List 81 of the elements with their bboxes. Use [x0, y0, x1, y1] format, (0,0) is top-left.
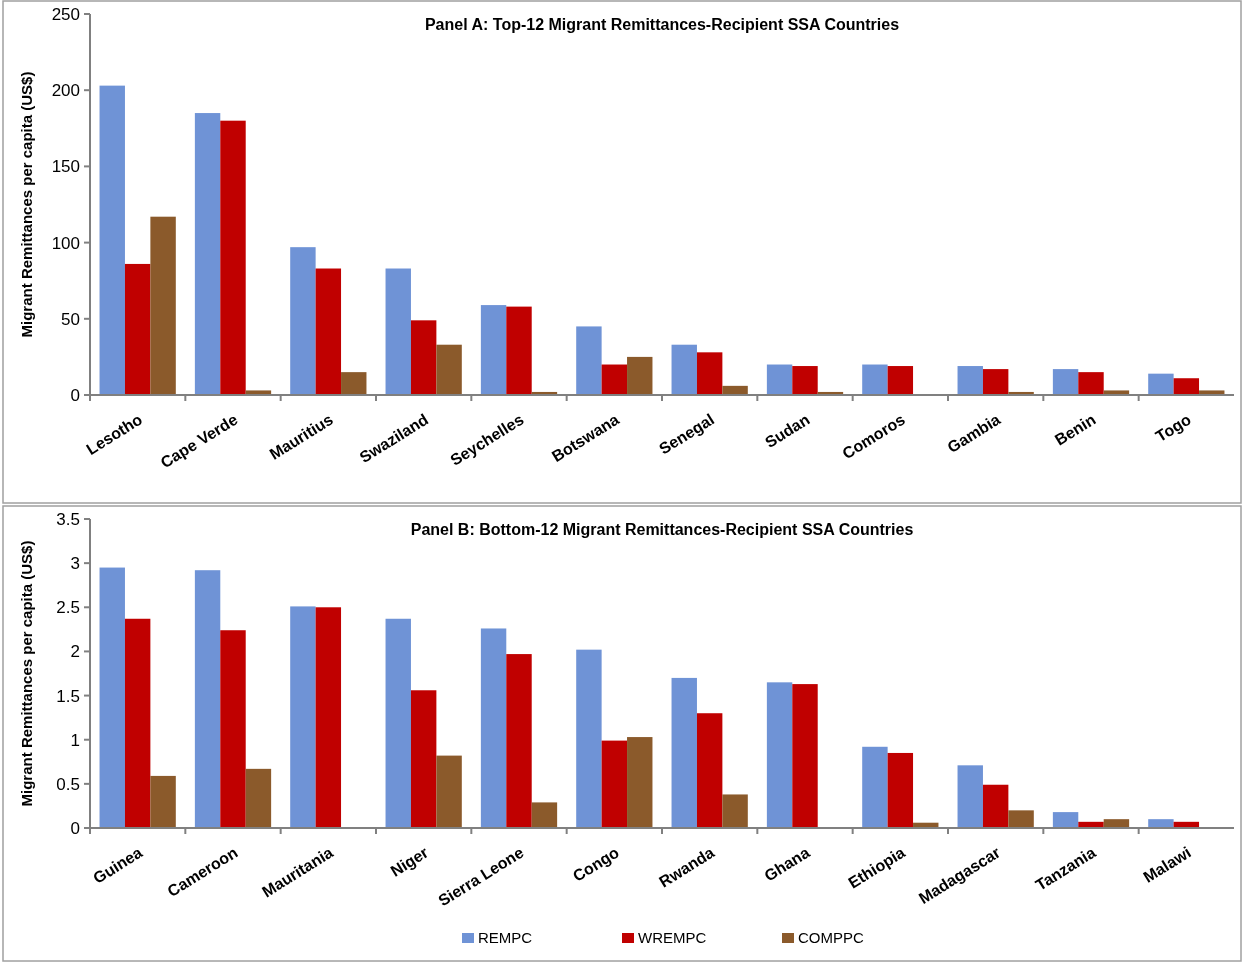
- y-tick-label: 0: [70, 818, 80, 838]
- bar: [410, 690, 437, 828]
- bar: [1052, 369, 1079, 395]
- bar: [722, 794, 748, 828]
- bar: [766, 682, 793, 828]
- bar: [722, 385, 748, 395]
- bar: [627, 737, 653, 828]
- bar: [150, 775, 176, 828]
- y-tick-label: 150: [51, 157, 80, 177]
- bar: [480, 305, 507, 395]
- bar: [194, 113, 221, 395]
- bar: [315, 607, 342, 828]
- legend-label: REMPC: [478, 929, 533, 946]
- bar: [982, 369, 1009, 395]
- bar: [1008, 810, 1034, 828]
- y-axis-title: Migrant Remittances per capita (US$): [18, 540, 35, 807]
- bar: [1078, 372, 1104, 395]
- bar: [506, 306, 532, 395]
- bar: [792, 684, 818, 828]
- y-tick-label: 1: [70, 730, 80, 750]
- bar: [576, 649, 602, 828]
- y-tick-label: 0.5: [56, 774, 80, 794]
- legend-label: COMPPC: [798, 929, 864, 946]
- bar: [531, 802, 558, 828]
- bar: [436, 755, 462, 828]
- bar: [1148, 373, 1174, 395]
- bar: [601, 364, 628, 395]
- bar: [601, 740, 628, 828]
- y-tick-label: 100: [51, 233, 80, 253]
- bar: [506, 654, 532, 828]
- bar: [99, 85, 125, 395]
- x-tick-label: Cape Verde: [157, 410, 241, 472]
- bar: [671, 344, 697, 395]
- chart-title: Panel A: Top-12 Migrant Remittances-Recipient SSA Countries: [424, 16, 900, 33]
- y-tick-label: 0: [70, 385, 80, 405]
- bar: [99, 567, 125, 828]
- bar: [480, 628, 507, 828]
- bar: [957, 366, 983, 395]
- bar: [887, 366, 914, 395]
- bar: [696, 713, 723, 828]
- bar: [862, 364, 888, 395]
- bar: [1052, 812, 1079, 828]
- bar: [124, 263, 151, 395]
- bar: [957, 765, 983, 828]
- y-tick-label: 50: [61, 309, 80, 329]
- y-tick-label: 2: [70, 642, 80, 662]
- bar: [385, 268, 411, 395]
- bar: [1173, 378, 1200, 395]
- y-tick-label: 250: [51, 4, 80, 24]
- bar: [315, 268, 342, 395]
- y-tick-label: 3: [70, 554, 80, 574]
- bar: [436, 344, 462, 395]
- bar: [792, 366, 818, 395]
- bar: [410, 320, 437, 395]
- bar: [245, 768, 272, 828]
- bar: [290, 247, 316, 395]
- bar: [385, 618, 411, 828]
- bar: [696, 352, 723, 395]
- bar: [887, 752, 914, 828]
- bar: [124, 618, 151, 828]
- bar: [576, 326, 602, 395]
- bar: [220, 120, 246, 395]
- x-tick-label: Togo: [1152, 410, 1195, 446]
- legend-label: WREMPC: [638, 929, 707, 946]
- chart-title: Panel B: Bottom-12 Migrant Remittances-Recipient SSA Countries: [410, 521, 914, 538]
- bar: [220, 630, 246, 828]
- bar: [862, 746, 888, 828]
- y-tick-label: 1.5: [56, 686, 80, 706]
- bar: [766, 364, 793, 395]
- y-tick-label: 200: [51, 81, 80, 101]
- bar: [671, 677, 697, 828]
- y-tick-label: 2.5: [56, 598, 80, 618]
- y-tick-label: 3.5: [56, 509, 80, 529]
- bar: [982, 784, 1009, 828]
- bar: [341, 372, 367, 395]
- bar: [1148, 819, 1174, 828]
- bar: [290, 606, 316, 828]
- bar: [150, 216, 176, 395]
- bar: [194, 570, 221, 828]
- bar: [627, 356, 653, 395]
- y-axis-title: Migrant Remittances per capita (US$): [18, 71, 35, 338]
